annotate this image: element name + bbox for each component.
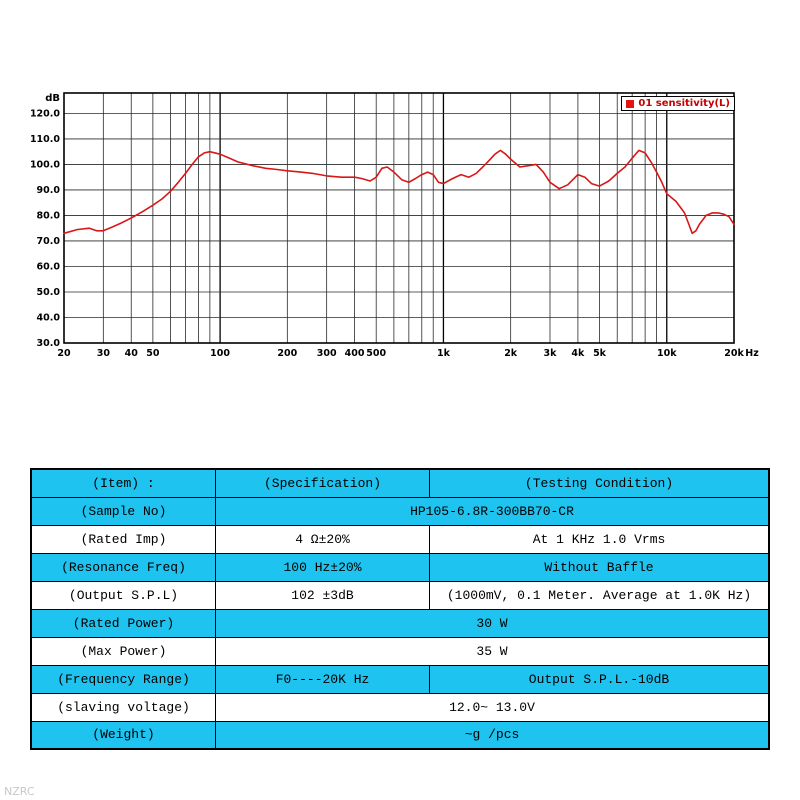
table-row: (Item) : (Specification) (Testing Conditio… xyxy=(30,468,770,498)
y-tick-label: 60.0 xyxy=(37,261,61,272)
y-tick-label: 80.0 xyxy=(37,210,61,221)
table-cell: 100 Hz±20% xyxy=(214,552,431,582)
x-tick-label: 4k xyxy=(571,348,585,359)
y-tick-label: 30.0 xyxy=(37,338,61,349)
table-row: (slaving voltage) 12.0~ 13.0V xyxy=(30,692,770,722)
y-tick-label: 110.0 xyxy=(30,134,60,145)
table-cell: (Max Power) xyxy=(30,636,216,666)
x-tick-label: 3k xyxy=(544,348,558,359)
table-cell: Output S.P.L.-10dB xyxy=(429,664,770,694)
y-tick-label: 70.0 xyxy=(37,236,61,247)
watermark: NZRC xyxy=(4,785,35,798)
legend-label: 01 sensitivity(L) xyxy=(638,98,730,109)
table-cell: 102 ±3dB xyxy=(214,580,431,610)
y-tick-label: 100.0 xyxy=(30,159,60,170)
x-tick-label: 2k xyxy=(504,348,518,359)
y-tick-label: 120.0 xyxy=(30,108,60,119)
x-axis-unit-label: Hz xyxy=(745,348,759,359)
table-cell: (Weight) xyxy=(30,720,216,750)
legend-swatch-icon xyxy=(626,99,635,108)
table-cell: ~g /pcs xyxy=(215,720,770,750)
y-tick-label: 40.0 xyxy=(37,312,61,323)
table-cell: (1000mV, 0.1 Meter. Average at 1.0K Hz) xyxy=(429,580,770,610)
table-cell: (Specification) xyxy=(214,468,431,498)
table-cell: (slaving voltage) xyxy=(30,692,216,722)
table-row: (Frequency Range) F0----20K Hz Output S.P.… xyxy=(30,664,770,694)
x-tick-label: 10k xyxy=(657,348,677,359)
chart-legend: 01 sensitivity(L) xyxy=(621,96,735,111)
x-tick-label: 200 xyxy=(277,348,297,359)
x-tick-label: 400 xyxy=(345,348,365,359)
table-cell: 4 Ω±20% xyxy=(214,524,431,554)
table-row: (Rated Imp) 4 Ω±20% At 1 KHz 1.0 Vrms xyxy=(30,524,770,554)
y-axis-unit-label: dB xyxy=(45,93,60,104)
table-row: (Resonance Freq) 100 Hz±20% Without Baffle xyxy=(30,552,770,582)
spec-table-body: (Item) : (Specification) (Testing Conditio… xyxy=(30,468,770,750)
table-cell: (Output S.P.L) xyxy=(30,580,216,610)
table-cell: (Item) : xyxy=(30,468,216,498)
table-cell: (Rated Power) xyxy=(30,608,216,638)
x-tick-label: 5k xyxy=(593,348,607,359)
table-row: (Rated Power) 30 W xyxy=(30,608,770,638)
table-cell: HP105-6.8R-300BB70-CR xyxy=(215,496,770,526)
table-cell: Without Baffle xyxy=(429,552,770,582)
chart-canvas: 120.0 110.0 100.0 90.0 80.0 70.0 60.0 50.0 40.0 3… xyxy=(30,92,759,359)
sensitivity-curve xyxy=(63,149,735,235)
x-tick-label: 50 xyxy=(146,348,160,359)
spec-table: (Item) : (Specification) (Testing Conditio… xyxy=(30,468,770,750)
x-tick-label: 1k xyxy=(437,348,451,359)
table-row: (Output S.P.L) 102 ±3dB (1000mV, 0.1 Meter… xyxy=(30,580,770,610)
x-tick-label: 100 xyxy=(210,348,230,359)
table-cell: (Resonance Freq) xyxy=(30,552,216,582)
table-cell: (Testing Condition) xyxy=(429,468,770,498)
table-cell: 30 W xyxy=(215,608,770,638)
y-tick-label: 90.0 xyxy=(37,185,61,196)
y-tick-label: 50.0 xyxy=(37,287,61,298)
table-cell: (Sample No) xyxy=(30,496,216,526)
table-cell: 12.0~ 13.0V xyxy=(215,692,770,722)
table-cell: 35 W xyxy=(215,636,770,666)
table-cell: (Frequency Range) xyxy=(30,664,216,694)
table-cell: At 1 KHz 1.0 Vrms xyxy=(429,524,770,554)
frequency-response-chart: 120.0 110.0 100.0 90.0 80.0 70.0 60.0 50.0 40.0 3… xyxy=(28,85,788,385)
table-cell: F0----20K Hz xyxy=(214,664,431,694)
x-tick-label: 500 xyxy=(366,348,386,359)
x-tick-label: 40 xyxy=(125,348,139,359)
table-row: (Sample No) HP105-6.8R-300BB70-CR xyxy=(30,496,770,526)
x-tick-label: 30 xyxy=(97,348,111,359)
x-tick-label: 20 xyxy=(57,348,71,359)
plot-border xyxy=(63,92,735,344)
x-tick-label: 300 xyxy=(317,348,337,359)
table-cell: (Rated Imp) xyxy=(30,524,216,554)
x-tick-label: 20k xyxy=(724,348,744,359)
table-row: (Weight) ~g /pcs xyxy=(30,720,770,750)
table-row: (Max Power) 35 W xyxy=(30,636,770,666)
